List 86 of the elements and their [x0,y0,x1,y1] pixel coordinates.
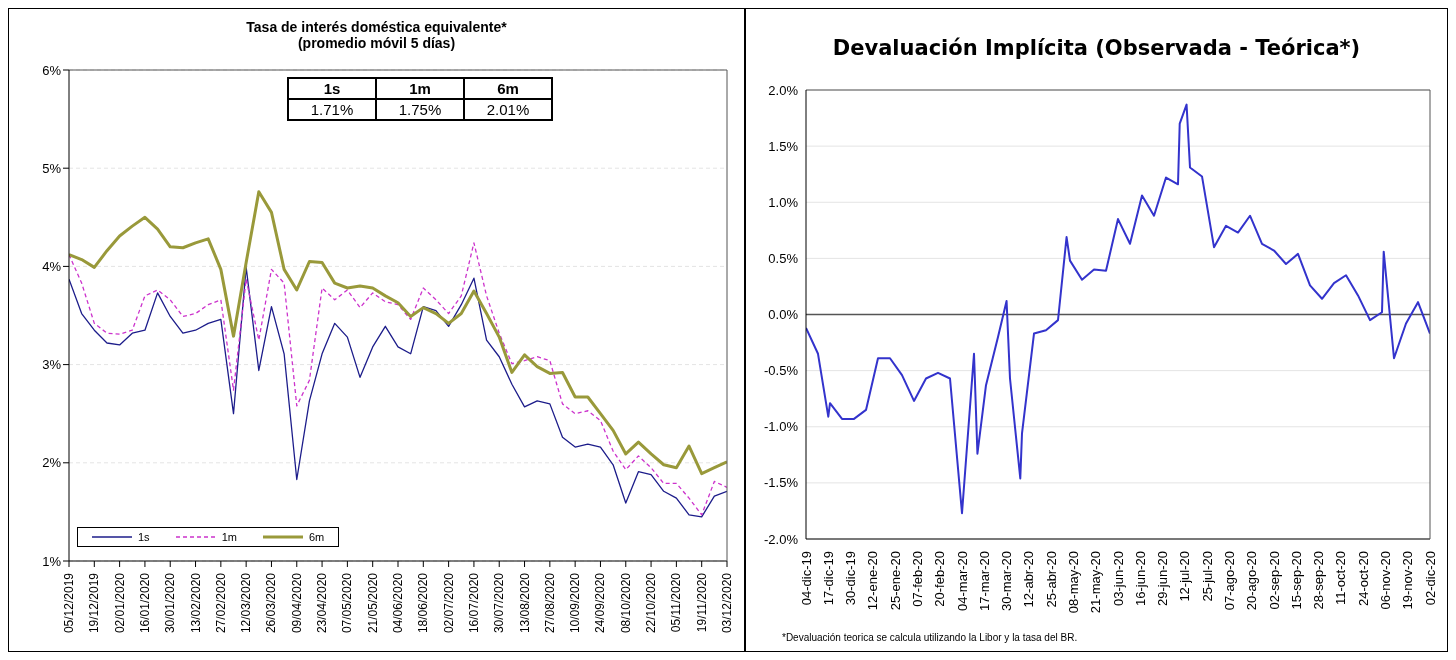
x-tick-label: 16-jun-20 [1132,551,1148,606]
x-tick-label: 18/06/2020 [416,572,431,634]
x-tick-label: 19-nov-20 [1400,551,1416,610]
x-tick-label: 06-nov-20 [1377,551,1393,610]
y-tick-label: 6% [42,62,62,78]
x-tick-label: 03/12/2020 [720,572,734,634]
x-tick-label: 15-sep-20 [1288,551,1304,610]
y-tick-label: -0.5% [764,363,799,379]
x-tick-label: 02-dic-20 [1422,551,1438,606]
legend-label: 6m [308,531,325,543]
text: *Devaluación teorica se calcula utilizando la Libor y la tasa del BR. [782,632,1078,643]
x-tick-label: 23/04/2020 [315,572,330,634]
x-tick-label: 30-dic-19 [843,551,859,606]
x-tick-label: 30-mar-20 [999,551,1015,611]
chart-title: Devaluación Implícita (Observada - Teórica*) [832,36,1361,60]
x-tick-label: 04-dic-19 [798,551,814,606]
x-tick-label: 13/08/2020 [517,572,532,634]
x-tick-label: 25-ene-20 [887,551,903,611]
y-tick-label: 2% [42,455,62,471]
x-tick-label: 21-may-20 [1088,551,1104,614]
y-tick-label: 3% [42,357,62,373]
x-tick-label: 05/12/2019 [62,572,76,634]
x-tick-label: 02/07/2020 [441,572,456,634]
legend-label: 1m [221,531,237,543]
x-tick-label: 12-jul-20 [1177,551,1193,602]
x-tick-label: 12-ene-20 [865,551,881,611]
y-tick-label: 1.5% [768,138,799,154]
annotation: 1.71% [288,99,376,120]
y-tick-label: 1% [42,553,62,569]
y-tick-label: 0.0% [768,307,799,323]
x-tick-label: 24/09/2020 [593,572,608,634]
y-tick-label: 0.5% [768,250,799,266]
x-tick-label: 07-ago-20 [1221,551,1237,611]
x-tick-label: 04/06/2020 [391,572,405,634]
x-tick-label: 07/05/2020 [340,572,355,634]
x-tick-label: 16/01/2020 [137,572,152,634]
x-tick-label: 19/11/2020 [694,572,709,633]
x-tick-label: 21/05/2020 [365,572,380,634]
text: 6m [497,80,519,97]
x-tick-label: 13/02/2020 [188,572,203,634]
x-tick-label: 05/11/2020 [669,572,684,633]
x-tick-label: 08/10/2020 [618,572,633,634]
x-tick-label: 17-dic-19 [820,551,836,606]
x-tick-label: 12-abr-20 [1021,551,1037,608]
x-tick-label: 16/07/2020 [466,572,481,634]
x-tick-label: 27/08/2020 [542,572,557,634]
x-tick-label: 26/03/2020 [264,572,279,634]
x-tick-label: 30/01/2020 [163,572,178,634]
text: 1m [409,80,431,97]
annotation: 1.75% [376,99,464,120]
text: 1s [323,80,341,97]
x-tick-label: 02/01/2020 [112,572,127,634]
x-tick-label: 03-jun-20 [1110,551,1126,606]
y-tick-label: 1.0% [768,194,799,210]
line-series [69,190,727,476]
x-tick-label: 19/12/2019 [87,572,102,634]
line-series [806,103,1430,515]
x-tick-label: 22/10/2020 [644,572,659,634]
y-tick-label: 2.0% [768,82,799,98]
x-tick-label: 25-jul-20 [1199,551,1215,602]
x-tick-label: 20-feb-20 [932,551,948,607]
chart-subtitle: (promedio móvil 5 días) [297,35,456,51]
x-tick-label: 09/04/2020 [289,572,304,634]
x-tick-label: 28-sep-20 [1311,551,1327,610]
x-tick-label: 30/07/2020 [492,572,507,634]
y-tick-label: 5% [42,160,62,176]
x-tick-label: 17-mar-20 [976,551,992,611]
x-tick-label: 11-oct-20 [1333,551,1349,605]
chart-title: Tasa de interés doméstica equivalente* [246,19,507,35]
x-tick-label: 25-abr-20 [1043,551,1059,608]
annotation: 2.01% [464,99,552,120]
legend-label: 1s [138,531,150,543]
x-tick-label: 07-feb-20 [909,551,925,607]
x-tick-label: 24-oct-20 [1355,551,1371,606]
x-tick-label: 20-ago-20 [1244,551,1260,611]
x-tick-label: 04-mar-20 [954,551,970,611]
x-tick-label: 27/02/2020 [213,572,228,634]
x-tick-label: 29-jun-20 [1155,551,1171,606]
y-tick-label: 4% [42,259,62,275]
y-tick-label: -1.0% [764,419,799,435]
y-tick-label: -1.5% [764,475,799,491]
x-tick-label: 12/03/2020 [239,572,254,634]
x-tick-label: 08-may-20 [1065,551,1081,614]
x-tick-label: 02-sep-20 [1266,551,1282,610]
x-tick-label: 10/09/2020 [568,572,583,634]
y-tick-label: -2.0% [764,531,799,547]
